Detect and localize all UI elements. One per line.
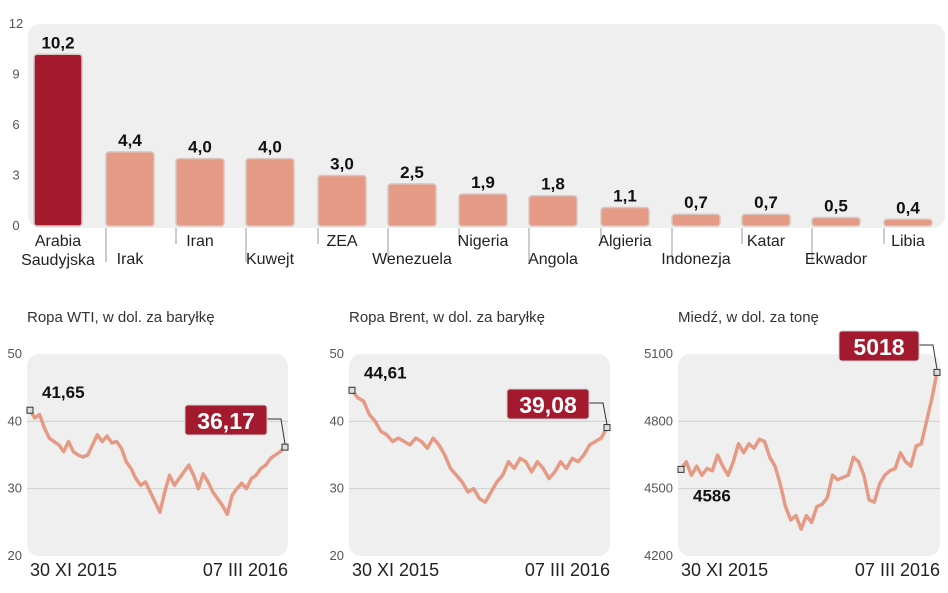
end-point-marker bbox=[933, 368, 941, 376]
bar bbox=[317, 174, 367, 227]
y-tick-label: 0 bbox=[12, 218, 19, 233]
bar bbox=[671, 213, 721, 227]
bar-value-label: 2,5 bbox=[400, 163, 424, 182]
start-point-marker bbox=[26, 406, 34, 414]
end-point-marker bbox=[603, 424, 611, 432]
bar-value-label: 0,5 bbox=[824, 197, 848, 216]
category-label: Algieria bbox=[598, 233, 651, 250]
bar bbox=[387, 183, 437, 227]
end-label-leader bbox=[267, 418, 286, 445]
end-label-leader bbox=[919, 344, 938, 370]
end-value-label: 39,08 bbox=[519, 392, 577, 418]
bar-value-label: 0,4 bbox=[896, 198, 920, 217]
start-point-marker bbox=[348, 386, 356, 394]
line-plot-background bbox=[678, 354, 940, 556]
bar-value-label: 3,0 bbox=[330, 155, 354, 174]
category-label: Nigeria bbox=[458, 233, 509, 250]
bar-value-label: 10,2 bbox=[41, 33, 74, 52]
y-tick-label: 30 bbox=[8, 481, 22, 496]
bar bbox=[528, 194, 578, 227]
bar bbox=[245, 157, 295, 227]
category-label: Libia bbox=[891, 233, 925, 250]
x-end-date: 07 III 2016 bbox=[525, 560, 610, 580]
line-chart-title: Ropa Brent, w dol. za baryłkę bbox=[349, 309, 545, 326]
end-point-marker bbox=[281, 443, 289, 451]
y-tick-label: 4800 bbox=[644, 413, 673, 428]
category-label: Angola bbox=[528, 251, 578, 268]
price-line bbox=[679, 372, 939, 531]
end-value-badge bbox=[184, 404, 268, 436]
start-point-marker bbox=[677, 465, 685, 473]
y-tick-label: 40 bbox=[330, 413, 344, 428]
y-tick-label: 30 bbox=[330, 481, 344, 496]
category-label: Irak bbox=[117, 251, 145, 268]
category-label: Katar bbox=[747, 233, 786, 250]
x-end-date: 07 III 2016 bbox=[203, 560, 288, 580]
y-tick-label: 50 bbox=[8, 346, 22, 361]
bar-value-label: 0,7 bbox=[754, 193, 778, 212]
x-start-date: 30 XI 2015 bbox=[352, 560, 439, 580]
line-chart-title: Miedź, w dol. za tonę bbox=[678, 309, 819, 326]
category-label: Iran bbox=[186, 233, 214, 250]
line-plot-background bbox=[349, 354, 610, 556]
end-value-badge bbox=[838, 330, 920, 362]
category-label: Wenezuela bbox=[372, 251, 452, 268]
y-tick-label: 4500 bbox=[644, 481, 673, 496]
bar bbox=[600, 206, 650, 227]
bar-value-label: 1,1 bbox=[613, 186, 637, 205]
end-value-badge bbox=[506, 388, 590, 420]
y-tick-label: 9 bbox=[12, 67, 19, 82]
start-value-label: 4586 bbox=[693, 486, 731, 505]
category-label: Indonezja bbox=[661, 251, 730, 268]
line-chart-title: Ropa WTI, w dol. za baryłkę bbox=[27, 309, 215, 326]
bar-value-label: 0,7 bbox=[684, 193, 708, 212]
end-value-label: 36,17 bbox=[197, 408, 255, 434]
price-line bbox=[28, 409, 287, 517]
bar bbox=[105, 151, 155, 227]
bar-value-label: 4,0 bbox=[258, 138, 282, 157]
price-line bbox=[350, 389, 609, 504]
y-tick-label: 3 bbox=[12, 168, 19, 183]
end-label-leader bbox=[589, 402, 608, 425]
bar bbox=[33, 53, 83, 227]
x-start-date: 30 XI 2015 bbox=[30, 560, 117, 580]
bar bbox=[883, 218, 933, 227]
y-tick-label: 6 bbox=[12, 117, 19, 132]
bar bbox=[741, 213, 791, 227]
y-tick-label: 50 bbox=[330, 346, 344, 361]
y-tick-label: 5100 bbox=[644, 346, 673, 361]
y-tick-label: 20 bbox=[330, 548, 344, 563]
category-label: Arabia Saudyjska bbox=[21, 233, 95, 269]
category-label: Ekwador bbox=[805, 251, 868, 268]
y-tick-label: 4200 bbox=[644, 548, 673, 563]
bar bbox=[175, 157, 225, 227]
bar bbox=[458, 193, 508, 227]
bar-value-label: 1,8 bbox=[541, 175, 565, 194]
category-label: ZEA bbox=[326, 233, 357, 250]
category-label: Kuwejt bbox=[246, 251, 295, 268]
bar-value-label: 4,4 bbox=[118, 131, 142, 150]
x-start-date: 30 XI 2015 bbox=[681, 560, 768, 580]
bar bbox=[811, 216, 861, 227]
y-tick-label: 12 bbox=[9, 16, 23, 31]
start-value-label: 41,65 bbox=[42, 383, 85, 402]
bar-value-label: 4,0 bbox=[188, 138, 212, 157]
y-tick-label: 20 bbox=[8, 548, 22, 563]
start-value-label: 44,61 bbox=[364, 363, 407, 382]
end-value-label: 5018 bbox=[853, 334, 904, 360]
bar-value-label: 1,9 bbox=[471, 173, 495, 192]
x-end-date: 07 III 2016 bbox=[855, 560, 940, 580]
y-tick-label: 40 bbox=[8, 413, 22, 428]
